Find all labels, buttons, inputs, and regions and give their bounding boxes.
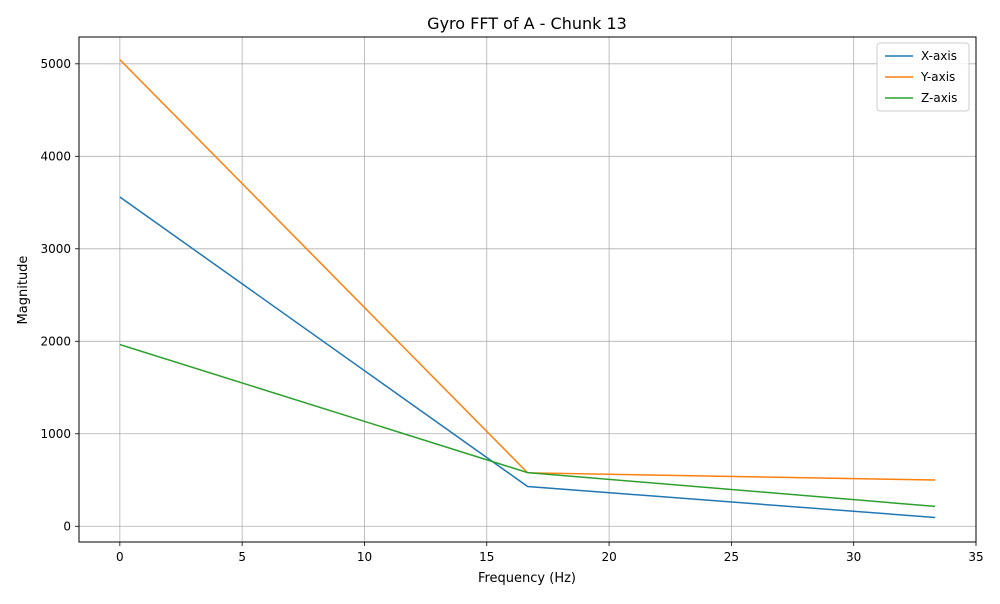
legend: X-axis Y-axis Z-axis (876, 42, 970, 112)
series-lines (119, 59, 936, 519)
x-tick-label: 25 (724, 550, 739, 564)
y-axis-ticks: 0 1000 2000 3000 4000 5000 (40, 57, 79, 533)
chart-title: Gyro FFT of A - Chunk 13 (427, 14, 627, 33)
legend-label-x-axis: X-axis (921, 49, 957, 63)
plot-frame (78, 36, 977, 543)
y-tick-label: 4000 (40, 149, 71, 163)
series-line-z-axis (119, 343, 936, 508)
y-axis-label: Magnitude (16, 256, 31, 325)
x-tick-label: 5 (238, 550, 246, 564)
x-tick-label: 35 (968, 550, 983, 564)
y-tick-label: 3000 (40, 242, 71, 256)
x-tick-label: 20 (601, 550, 616, 564)
x-tick-label: 30 (846, 550, 861, 564)
y-tick-label: 2000 (40, 334, 71, 348)
legend-label-y-axis: Y-axis (920, 70, 955, 84)
x-axis-label: Frequency (Hz) (478, 571, 576, 586)
y-tick-label: 0 (63, 519, 71, 533)
series-line-x-axis (119, 196, 936, 519)
x-tick-label: 0 (116, 550, 124, 564)
x-tick-label: 15 (479, 550, 494, 564)
legend-box (876, 42, 970, 112)
y-tick-label: 1000 (40, 427, 71, 441)
x-tick-label: 10 (357, 550, 372, 564)
legend-label-z-axis: Z-axis (921, 91, 957, 105)
x-axis-ticks: 0 5 10 15 20 25 30 35 (116, 542, 984, 564)
y-tick-label: 5000 (40, 57, 71, 71)
